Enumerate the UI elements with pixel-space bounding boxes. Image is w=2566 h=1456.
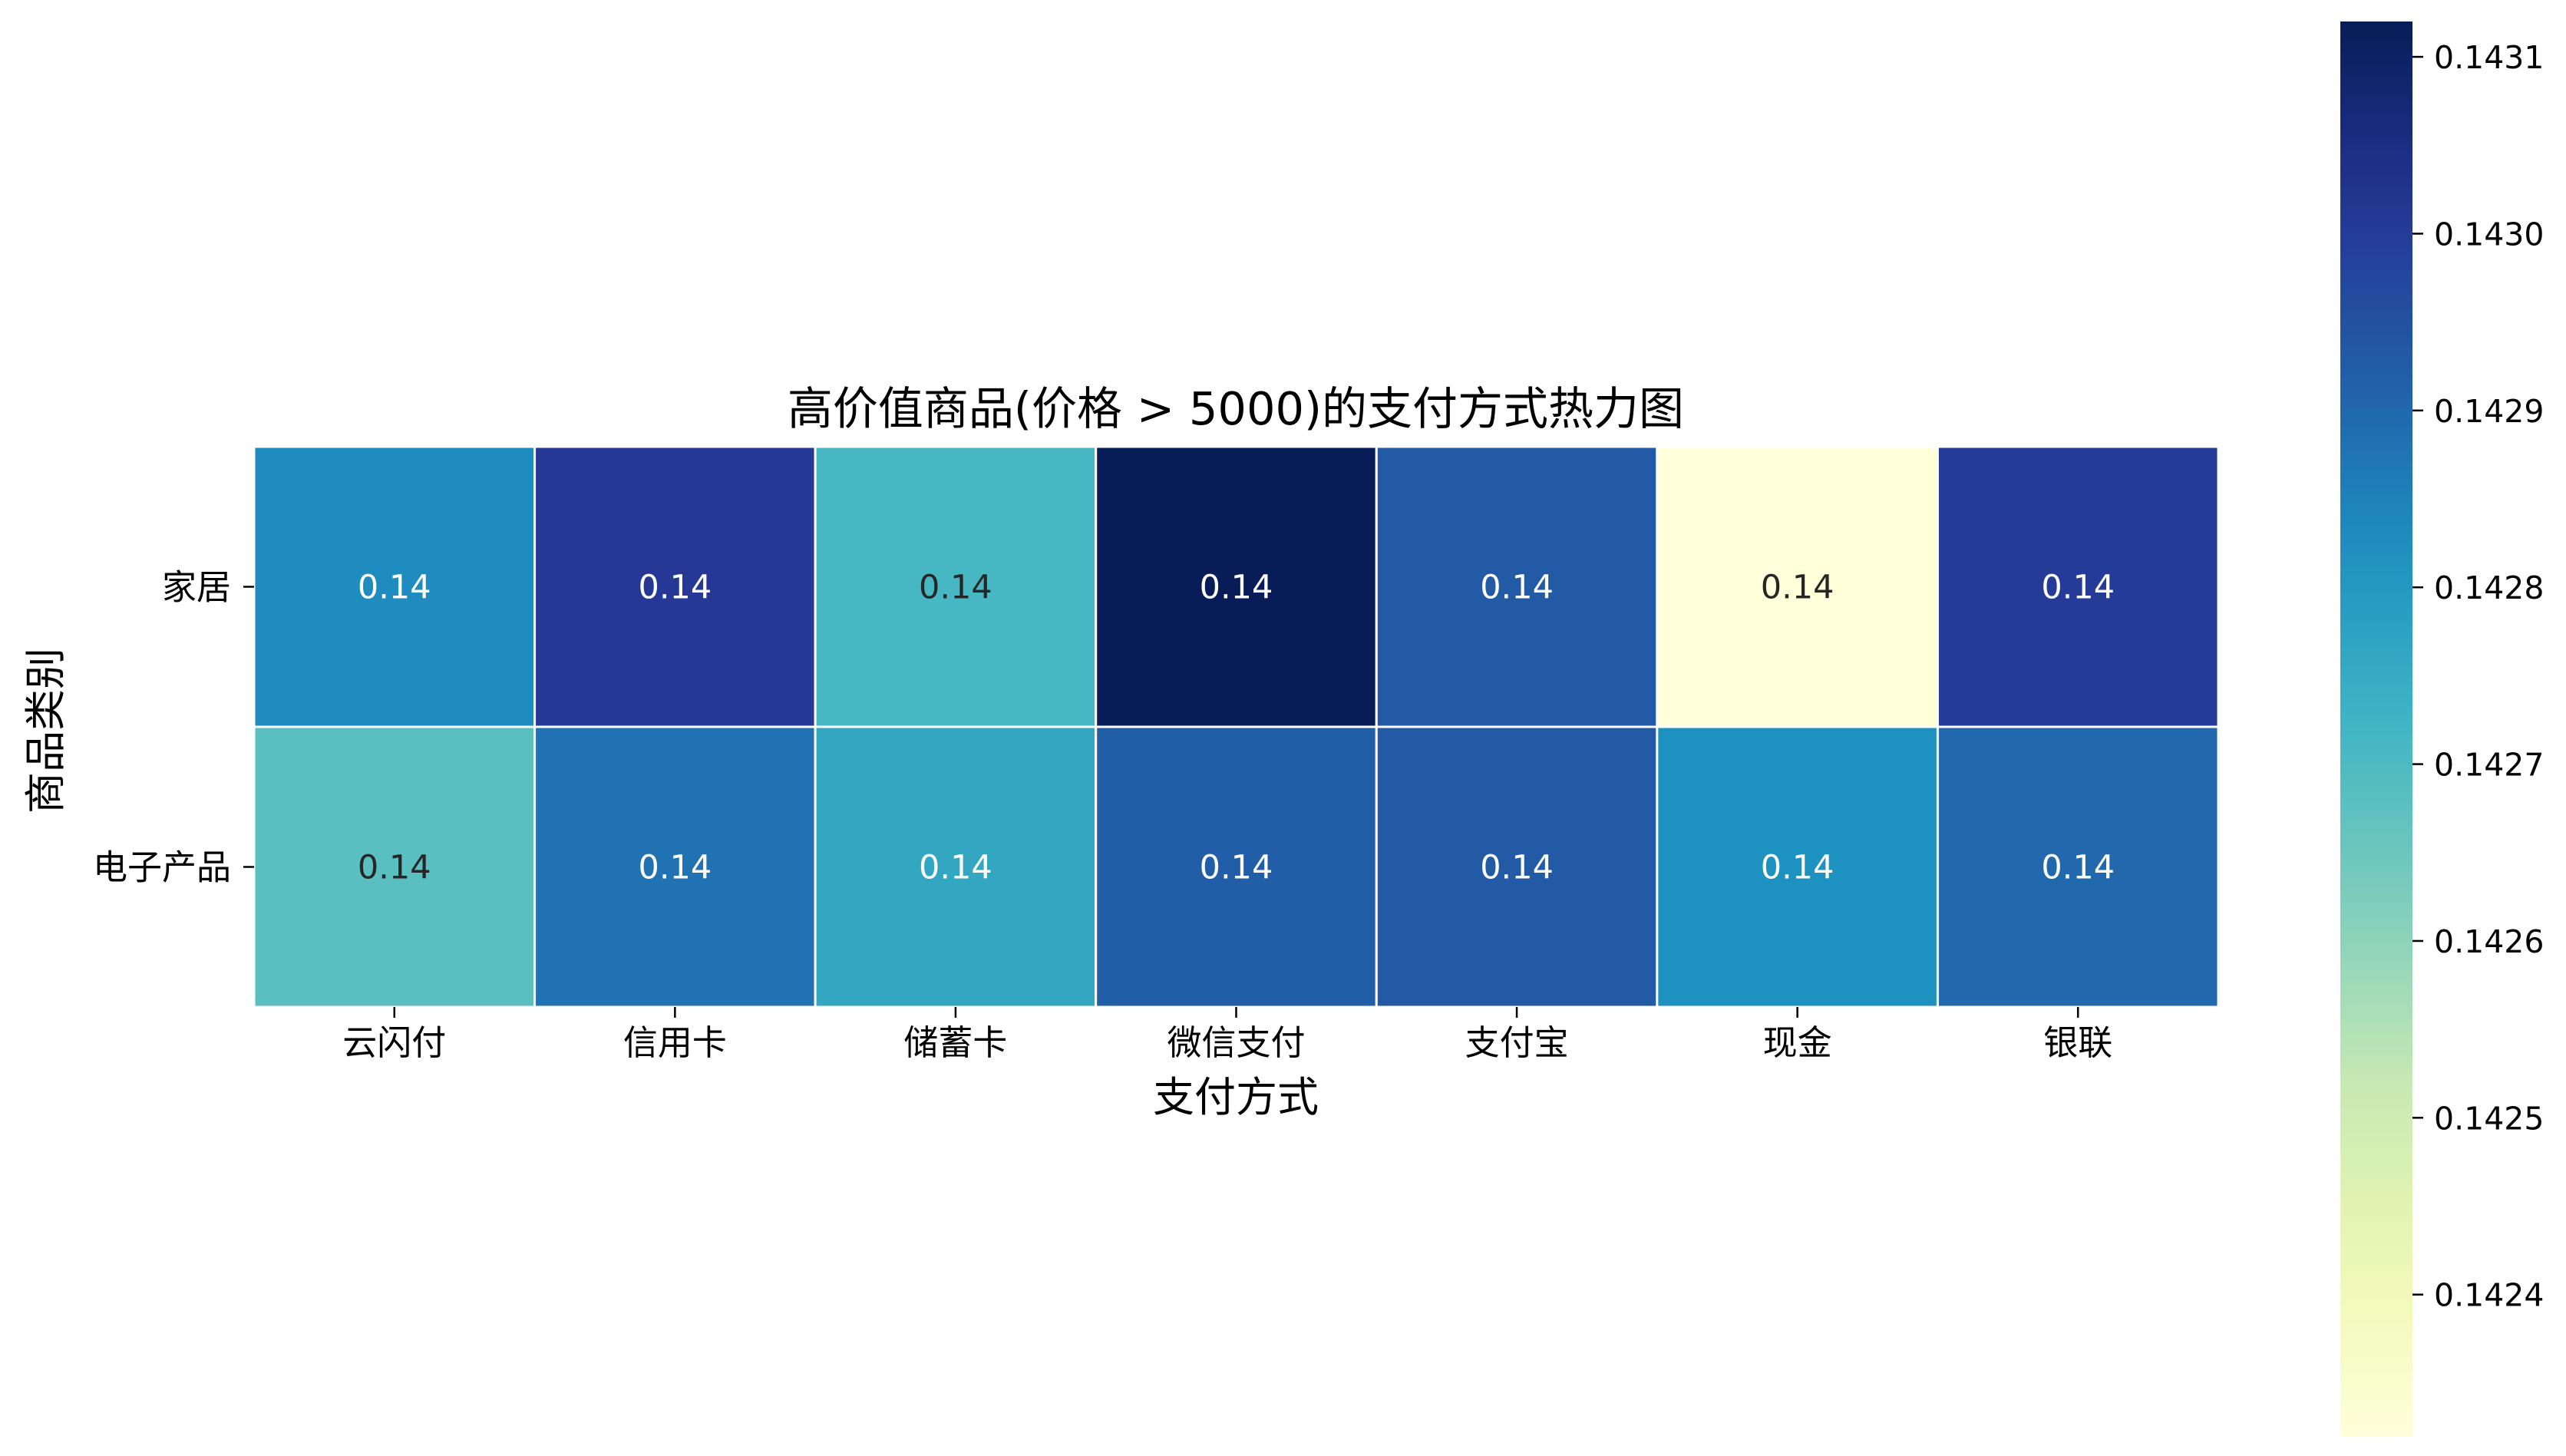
- y-tick-label: 家居: [162, 567, 231, 608]
- heatmap-cell: [253, 445, 537, 728]
- heatmap-cell-label: 0.14: [1200, 849, 1273, 887]
- colorbar-tick-label: 0.1429: [2434, 393, 2544, 430]
- heatmap-cell: [1375, 445, 1659, 728]
- heatmap-cell-label: 0.14: [638, 569, 712, 607]
- colorbar-tick-label: 0.1428: [2434, 570, 2544, 606]
- y-tick-label: 电子产品: [93, 847, 231, 888]
- heatmap-cell-label: 0.14: [1761, 569, 1835, 607]
- colorbar: 0.1424 0.1425 0.1426 0.1427 0.1428 0.1429 0.14…: [2340, 21, 2544, 1436]
- colorbar-tick-label: 0.1430: [2434, 216, 2544, 253]
- heatmap-cell-label: 0.14: [919, 569, 992, 607]
- heatmap-cell: [253, 725, 537, 1009]
- heatmap-cell: [533, 445, 817, 728]
- heatmap-cell: [1375, 725, 1659, 1009]
- x-tick-label: 银联: [2043, 1022, 2112, 1063]
- heatmap-cell-label: 0.14: [358, 569, 431, 607]
- colorbar-tick-label: 0.1426: [2434, 923, 2544, 960]
- heatmap-cell: [1656, 725, 1939, 1009]
- colorbar-ticks: 0.1424 0.1425 0.1426 0.1427 0.1428 0.1429 0.14…: [2412, 39, 2544, 1314]
- chart-title: 高价值商品(价格 > 5000)的支付方式热力图: [788, 382, 1684, 435]
- colorbar-tick-label: 0.1424: [2434, 1277, 2544, 1314]
- heatmap-cells: [253, 445, 2220, 1009]
- heatmap-cell-label: 0.14: [638, 849, 712, 887]
- heatmap-cell-label: 0.14: [358, 849, 431, 887]
- y-axis-label: 商品类别: [21, 648, 70, 814]
- heatmap-cell-label: 0.14: [1761, 849, 1835, 887]
- colorbar-gradient: [2340, 21, 2412, 1436]
- x-tick-label: 云闪付: [342, 1022, 446, 1063]
- heatmap-cell: [1936, 725, 2220, 1009]
- heatmap-cell-label: 0.14: [1480, 849, 1554, 887]
- heatmap-cell: [1095, 445, 1378, 728]
- heatmap-cell: [1656, 445, 1939, 728]
- heatmap-cell: [814, 445, 1098, 728]
- x-axis-label: 支付方式: [1153, 1073, 1319, 1121]
- heatmap-cell-label: 0.14: [2041, 849, 2115, 887]
- x-tick-label: 储蓄卡: [903, 1022, 1007, 1063]
- x-tick-label: 微信支付: [1167, 1022, 1305, 1063]
- heatmap-cell: [814, 725, 1098, 1009]
- heatmap-cell-label: 0.14: [1480, 569, 1554, 607]
- colorbar-tick-label: 0.1427: [2434, 747, 2544, 784]
- colorbar-tick-label: 0.1425: [2434, 1100, 2544, 1137]
- heatmap-cell-label: 0.14: [1200, 569, 1273, 607]
- heatmap-cell-label: 0.14: [919, 849, 992, 887]
- x-axis: 云闪付 信用卡 储蓄卡 微信支付 支付宝 现金 银联: [342, 1007, 2112, 1063]
- x-tick-label: 现金: [1763, 1022, 1832, 1063]
- heatmap-cell-label: 0.14: [2041, 569, 2115, 607]
- colorbar-tick-label: 0.1431: [2434, 39, 2544, 76]
- x-tick-label: 支付宝: [1465, 1022, 1569, 1063]
- heatmap-cell-labels: 0.14 0.14 0.14 0.14 0.14 0.14 0.14 0.14 0.14 0.14…: [358, 569, 2115, 887]
- x-tick-label: 信用卡: [623, 1022, 727, 1063]
